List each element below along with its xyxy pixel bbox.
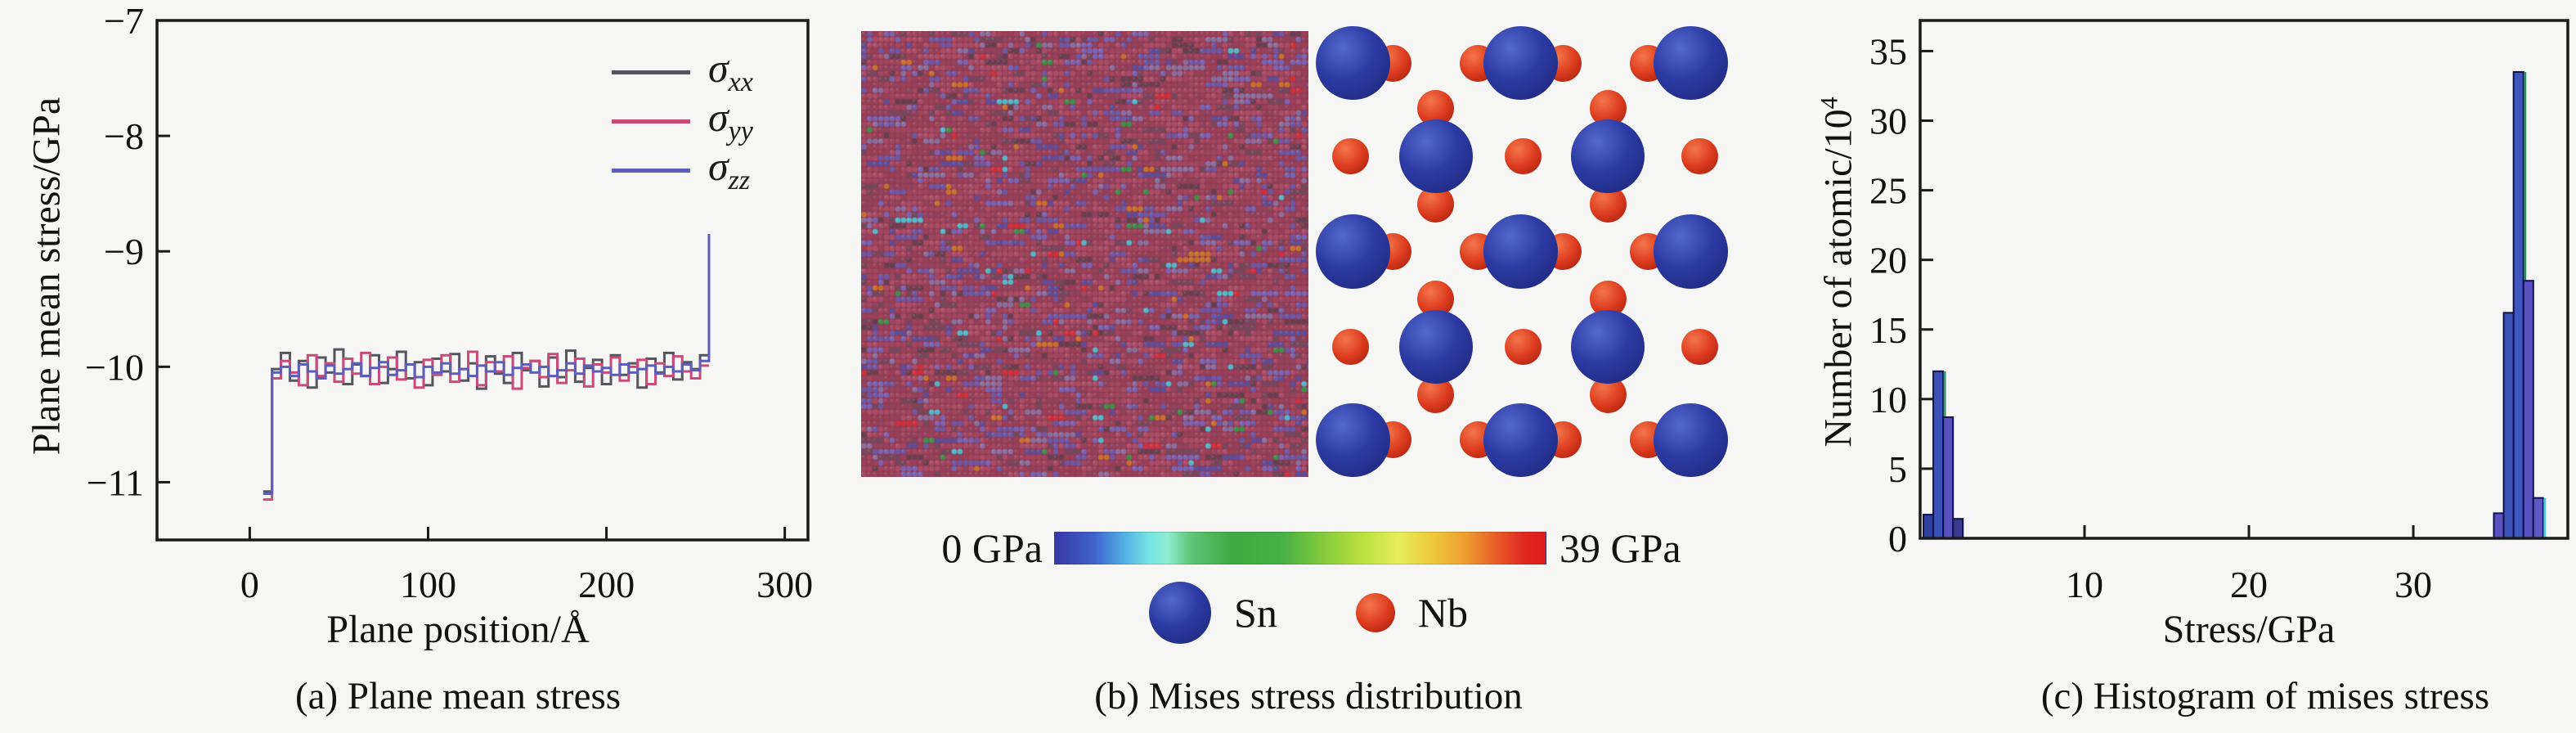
histogram-bar bbox=[1932, 370, 1945, 539]
sn-sphere bbox=[1316, 26, 1390, 101]
histogram-bar bbox=[2522, 280, 2534, 539]
legend-entry-sigma-xx: σxx bbox=[612, 47, 753, 97]
panel-a-y-tick-label: −11 bbox=[87, 461, 144, 503]
sn-sphere bbox=[1316, 214, 1390, 289]
panel-a-x-axis-label: Plane position/Å bbox=[326, 608, 590, 651]
legend-label: σxx bbox=[708, 45, 753, 97]
sigma_yy-series bbox=[263, 350, 709, 501]
sn-sphere bbox=[1483, 26, 1558, 101]
nb-sphere bbox=[1681, 137, 1718, 175]
sn-sphere bbox=[1654, 214, 1728, 289]
panel-a-x-tick-label: 0 bbox=[240, 564, 259, 605]
legend-label: σyy bbox=[708, 94, 753, 146]
histogram-bar bbox=[1923, 514, 1935, 539]
panel-a-y-tick-label: −8 bbox=[104, 115, 144, 157]
legend-label: σzz bbox=[708, 143, 751, 196]
sn-sphere bbox=[1398, 119, 1473, 194]
panel-c-y-tick-label: 35 bbox=[1869, 30, 1907, 72]
panel-c-y-tick-label: 15 bbox=[1869, 309, 1907, 351]
panel-a-y-tick-label: −7 bbox=[104, 0, 144, 42]
sn-sphere bbox=[1483, 214, 1558, 289]
panel-a-y-axis-label: Plane mean stress/GPa bbox=[25, 97, 69, 456]
nb-atom-icon bbox=[1355, 593, 1395, 632]
panel-c-x-tick-label: 20 bbox=[2230, 564, 2268, 605]
sn-sphere bbox=[1654, 26, 1728, 101]
legend-line-icon bbox=[612, 168, 690, 173]
panel-a-axes-frame bbox=[155, 19, 810, 542]
histogram-bar bbox=[2493, 512, 2505, 540]
panel-c-x-tick-label: 30 bbox=[2394, 564, 2432, 605]
crystal-structure-diagram bbox=[1315, 25, 1762, 479]
histogram-bar bbox=[1952, 518, 1964, 540]
panel-c-y-axis-label: Number of atomic/104 bbox=[1815, 97, 1860, 447]
legend-line-icon bbox=[612, 70, 690, 74]
panel-c-y-tick-label: 0 bbox=[1888, 518, 1907, 560]
nb-sphere bbox=[1332, 328, 1370, 366]
histogram-bar bbox=[2502, 312, 2515, 539]
panel-a-x-tick-label: 200 bbox=[578, 564, 635, 605]
sn-label: Sn bbox=[1234, 590, 1277, 636]
atom-species-legend: Sn Nb bbox=[1055, 578, 1562, 648]
stress-colorbar bbox=[1054, 532, 1546, 564]
histogram-bar bbox=[2512, 70, 2524, 540]
panel-b-caption: (b) Mises stress distribution bbox=[1094, 675, 1523, 717]
sn-sphere bbox=[1398, 309, 1473, 384]
panel-a-y-tick-label: −9 bbox=[104, 231, 144, 272]
panel-a-legend: σxx σyy σzz bbox=[612, 47, 753, 195]
legend-entry-sigma-yy: σyy bbox=[612, 97, 753, 146]
histogram-bar bbox=[1942, 416, 1954, 540]
colorbar-row: 0 GPa 39 GPa bbox=[850, 522, 1750, 574]
nb-sphere bbox=[1332, 137, 1370, 175]
panel-c-x-axis-label: Stress/GPa bbox=[2162, 608, 2336, 651]
panel-c-y-tick-label: 10 bbox=[1869, 379, 1907, 420]
nb-label: Nb bbox=[1417, 590, 1468, 636]
panel-c-y-tick-label: 20 bbox=[1869, 240, 1907, 281]
panel-a-y-tick-label: −10 bbox=[85, 346, 144, 388]
sn-sphere bbox=[1571, 309, 1645, 384]
sn-sphere bbox=[1654, 402, 1728, 477]
nb-sphere bbox=[1681, 328, 1718, 366]
panel-a-x-tick-label: 300 bbox=[756, 564, 813, 605]
panel-c-axes-frame bbox=[1919, 19, 2569, 540]
colorbar-min-label: 0 GPa bbox=[941, 525, 1043, 571]
sn-sphere bbox=[1483, 402, 1558, 477]
colorbar-max-label: 39 GPa bbox=[1560, 525, 1681, 571]
histogram-bar bbox=[2532, 497, 2544, 539]
panel-a-x-tick-label: 100 bbox=[400, 564, 456, 605]
panel-c-x-tick-label: 10 bbox=[2066, 564, 2103, 605]
panel-c-caption: (c) Histogram of mises stress bbox=[2040, 675, 2490, 717]
legend-entry-sigma-zz: σzz bbox=[612, 146, 753, 195]
nb-sphere bbox=[1504, 328, 1542, 366]
sn-atom-icon bbox=[1149, 582, 1212, 644]
panel-c-y-tick-label: 30 bbox=[1869, 101, 1907, 142]
legend-line-icon bbox=[612, 119, 690, 124]
sigma_zz-series bbox=[263, 234, 711, 496]
nb-sphere bbox=[1504, 137, 1542, 175]
sn-sphere bbox=[1316, 402, 1390, 477]
panel-c-y-tick-label: 25 bbox=[1869, 170, 1907, 212]
mises-stress-lattice-image bbox=[861, 31, 1308, 477]
panel-a-caption: (a) Plane mean stress bbox=[294, 675, 622, 717]
panel-c-y-tick-label: 5 bbox=[1888, 448, 1907, 490]
sn-sphere bbox=[1571, 119, 1645, 194]
